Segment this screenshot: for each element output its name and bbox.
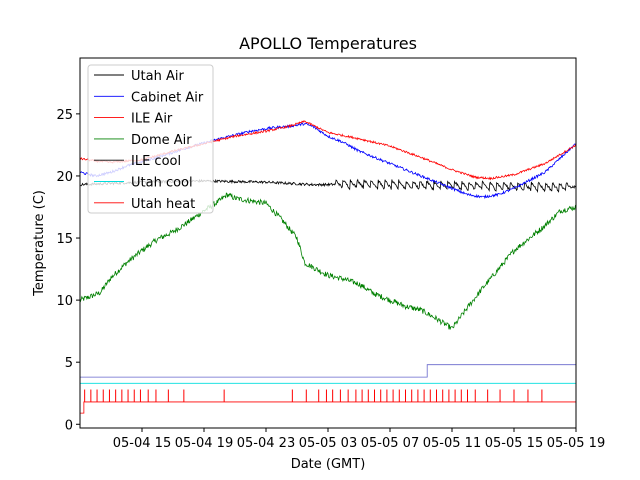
x-axis-label: Date (GMT)	[291, 457, 366, 472]
x-axis-ticks: 05-04 15 05-04 19 05-04 23 05-05 03 05-05 07…	[113, 428, 605, 451]
legend: Utah Air Cabinet Air ILE Air Dome Air ILE co…	[87, 64, 214, 214]
x-tick-label: 05-05 07	[361, 436, 419, 451]
series-ile-cool-line	[80, 364, 576, 378]
y-tick-label: 5	[65, 356, 73, 371]
y-tick-label: 10	[56, 294, 73, 309]
y-tick-label: 0	[65, 418, 73, 433]
series-dome-air-line	[80, 192, 576, 330]
chart-title: APOLLO Temperatures	[239, 34, 417, 53]
x-tick-label: 05-05 11	[423, 436, 481, 451]
series-utah-heat-line	[80, 401, 576, 414]
x-tick-label: 05-05 03	[299, 436, 357, 451]
y-tick-label: 15	[56, 232, 73, 247]
y-axis-label: Temperature (C)	[32, 190, 47, 297]
legend-label-utah-heat: Utah heat	[131, 197, 195, 212]
x-tick-label: 05-04 23	[237, 436, 295, 451]
legend-label-ile-air: ILE Air	[131, 112, 173, 127]
y-tick-label: 20	[56, 170, 73, 185]
legend-box	[87, 64, 214, 214]
y-tick-label: 25	[56, 108, 73, 123]
legend-label-utah-cool: Utah cool	[131, 176, 193, 191]
legend-label-dome-air: Dome Air	[131, 133, 192, 148]
legend-label-cabinet-air: Cabinet Air	[131, 90, 204, 105]
legend-label-ile-cool: ILE cool	[131, 154, 181, 169]
x-tick-label: 05-04 19	[175, 436, 233, 451]
x-tick-label: 05-04 15	[113, 436, 171, 451]
y-axis-ticks: 0 5 10 15 20 25	[56, 108, 80, 433]
legend-label-utah-air: Utah Air	[131, 69, 184, 84]
x-tick-label: 05-05 19	[547, 436, 605, 451]
x-tick-label: 05-05 15	[485, 436, 543, 451]
